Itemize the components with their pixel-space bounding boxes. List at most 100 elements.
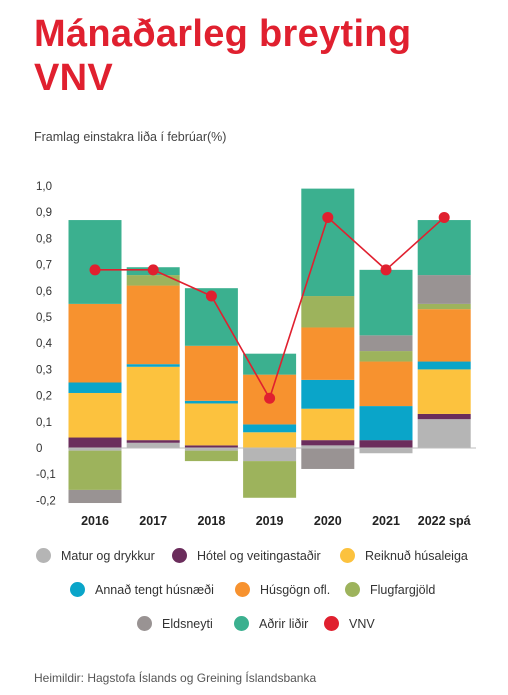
chart-plot: 1,00,90,80,70,60,50,40,30,20,10-0,1-0,2 … (36, 181, 476, 528)
legend-label: VNV (349, 616, 375, 631)
chart-subtitle: Framlag einstakra liða í febrúar(%) (34, 130, 227, 144)
legend-item-eldsneyti: Eldsneyti (137, 616, 213, 631)
vnv-point (89, 264, 101, 276)
bar-segment (417, 220, 471, 276)
y-tick-label: 0,2 (36, 391, 52, 403)
chart-title: Mánaðarleg breyting VNV (34, 13, 412, 99)
x-axis-ticks: 2016 2017 2018 2019 2020 2021 2022 spá (81, 514, 471, 528)
legend-item-hotel: Hótel og veitingastaðir (172, 548, 321, 563)
bar-segment (126, 364, 180, 367)
bar-segment (68, 303, 122, 383)
y-tick-label: 0,1 (36, 417, 52, 429)
legend-swatch (36, 548, 51, 563)
legend-swatch (235, 582, 250, 597)
bar-segment (184, 450, 238, 462)
vnv-line-layer (89, 211, 450, 404)
y-tick-label: 0,9 (36, 207, 52, 219)
y-tick-label: 0,4 (36, 338, 53, 350)
bar-segment (301, 188, 355, 297)
y-tick-label: 0,7 (36, 260, 52, 272)
y-tick-label: 0,3 (36, 364, 52, 376)
x-tick-label: 2020 (314, 514, 342, 528)
bar-segment (417, 303, 471, 310)
bar-segment (184, 403, 238, 446)
bar-segment (301, 445, 355, 448)
legend-item-annad: Annað tengt húsnæði (70, 582, 214, 597)
y-tick-label: 0,5 (36, 312, 52, 324)
vnv-point (438, 211, 450, 223)
bar-segment (68, 450, 122, 490)
vnv-point (205, 290, 217, 302)
bar-segment (301, 448, 355, 469)
bar-segment (184, 448, 238, 451)
bar-segment (417, 413, 471, 420)
x-tick-label: 2022 spá (418, 514, 471, 528)
legend-item-matur: Matur og drykkur (36, 548, 155, 563)
bar-segment (184, 400, 238, 404)
vnv-point (322, 211, 334, 223)
legend-item-flug: Flugfargjöld (345, 582, 435, 597)
legend-item-vnv: VNV (324, 616, 375, 631)
bar-segment (301, 408, 355, 441)
bars-layer (68, 188, 471, 504)
bar-segment (184, 345, 238, 401)
x-tick-label: 2018 (197, 514, 225, 528)
bar-segment (243, 448, 297, 462)
legend-swatch (345, 582, 360, 597)
bar-segment (68, 382, 122, 393)
legend-label: Annað tengt húsnæði (95, 582, 214, 597)
y-tick-label: -0,1 (36, 469, 56, 481)
y-tick-label: 0,6 (36, 286, 52, 298)
bar-segment (126, 366, 180, 441)
legend-label: Reiknuð húsaleiga (365, 548, 468, 563)
y-axis-ticks: 1,0 0,9 0,8 0,7 0,6 0,5 0,4 0,3 0,2 0,1 0 -0,1 -0,2 (36, 181, 56, 507)
bar-segment (359, 351, 413, 362)
vnv-point (147, 264, 159, 276)
bar-segment (417, 369, 471, 414)
y-tick-label: 0 (36, 443, 42, 455)
legend-label: Aðrir liðir (259, 616, 309, 631)
bar-segment (243, 461, 297, 498)
bar-segment (359, 440, 413, 448)
bar-segment (126, 275, 180, 286)
bar-segment (417, 419, 471, 448)
legend-swatch (324, 616, 339, 631)
legend-swatch (137, 616, 152, 631)
bar-segment (359, 448, 413, 454)
y-tick-label: 1,0 (36, 181, 52, 193)
x-tick-label: 2017 (139, 514, 167, 528)
bar-segment (301, 327, 355, 380)
bar-segment (417, 275, 471, 304)
legend-item-adrir: Aðrir liðir (234, 616, 308, 631)
source-note: Heimildir: Hagstofa Íslands og Greining … (34, 671, 317, 685)
x-tick-label: 2021 (372, 514, 400, 528)
bar-segment (68, 220, 122, 304)
legend-label: Hótel og veitingastaðir (197, 548, 321, 563)
bar-segment (68, 437, 122, 448)
bar-segment (359, 361, 413, 407)
legend-label: Húsgögn ofl. (260, 582, 331, 597)
bar-segment (126, 442, 180, 448)
bar-segment (301, 440, 355, 446)
x-tick-label: 2016 (81, 514, 109, 528)
bar-segment (359, 269, 413, 336)
bar-segment (126, 285, 180, 365)
bar-segment (243, 432, 297, 448)
bar-segment (243, 424, 297, 433)
legend-label: Matur og drykkur (61, 548, 155, 563)
bar-segment (68, 392, 122, 438)
bar-segment (68, 489, 122, 504)
y-tick-label: 0,8 (36, 233, 52, 245)
bar-segment (126, 440, 180, 443)
bar-segment (301, 379, 355, 409)
legend-swatch (172, 548, 187, 563)
bar-segment (301, 296, 355, 328)
legend-label: Flugfargjöld (370, 582, 436, 597)
x-tick-label: 2019 (256, 514, 284, 528)
bar-segment (359, 406, 413, 441)
bar-segment (359, 335, 413, 352)
legend-swatch (234, 616, 249, 631)
bar-segment (417, 361, 471, 370)
y-tick-label: -0,2 (36, 495, 56, 507)
legend-label: Eldsneyti (162, 616, 213, 631)
